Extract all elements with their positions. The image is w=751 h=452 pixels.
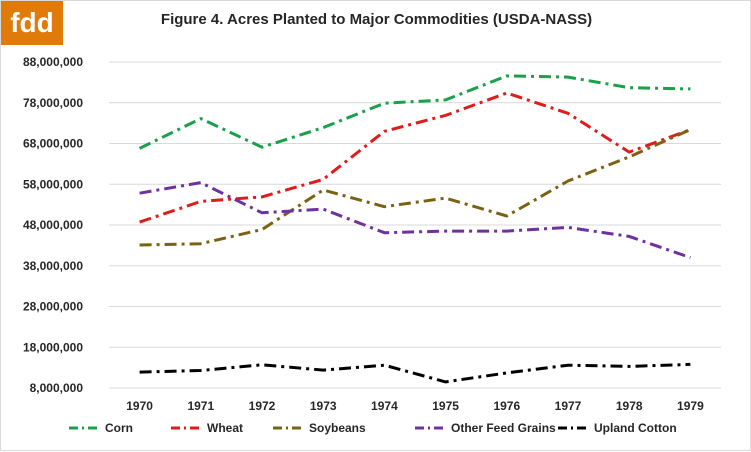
legend-label: Upland Cotton (594, 421, 677, 435)
series-line-upland-cotton (139, 362, 691, 384)
x-tick-label: 1975 (432, 399, 459, 413)
x-tick-label: 1972 (249, 399, 276, 413)
series-line-corn (138, 74, 691, 150)
x-tick-label: 1977 (555, 399, 582, 413)
series-line-soybeans (139, 128, 692, 247)
x-tick-label: 1970 (126, 399, 153, 413)
x-tick-label: 1979 (677, 399, 704, 413)
y-tick-label: 88,000,000 (23, 55, 83, 69)
y-tick-label: 48,000,000 (23, 218, 83, 232)
chart-title: Figure 4. Acres Planted to Major Commodi… (160, 11, 593, 28)
x-tick-label: 1971 (187, 399, 214, 413)
x-tick-label: 1976 (493, 399, 520, 413)
legend-label: Other Feed Grains (451, 421, 556, 435)
legend-label: Wheat (207, 421, 243, 435)
y-tick-label: 68,000,000 (23, 137, 83, 151)
y-tick-label: 38,000,000 (23, 259, 83, 273)
legend-label: Corn (105, 421, 133, 435)
y-tick-label: 78,000,000 (23, 96, 83, 110)
y-tick-label: 58,000,000 (23, 177, 83, 191)
legend-label: Soybeans (309, 421, 366, 435)
x-tick-label: 1973 (310, 399, 337, 413)
x-tick-label: 1978 (616, 399, 643, 413)
series-line-wheat (139, 91, 691, 224)
y-tick-label: 8,000,000 (30, 381, 84, 395)
x-tick-label: 1974 (371, 399, 398, 413)
series-line-other-feed-grains (139, 181, 691, 260)
fdd-logo: fdd (1, 1, 63, 45)
y-tick-label: 18,000,000 (23, 340, 83, 354)
y-tick-label: 28,000,000 (23, 300, 83, 314)
